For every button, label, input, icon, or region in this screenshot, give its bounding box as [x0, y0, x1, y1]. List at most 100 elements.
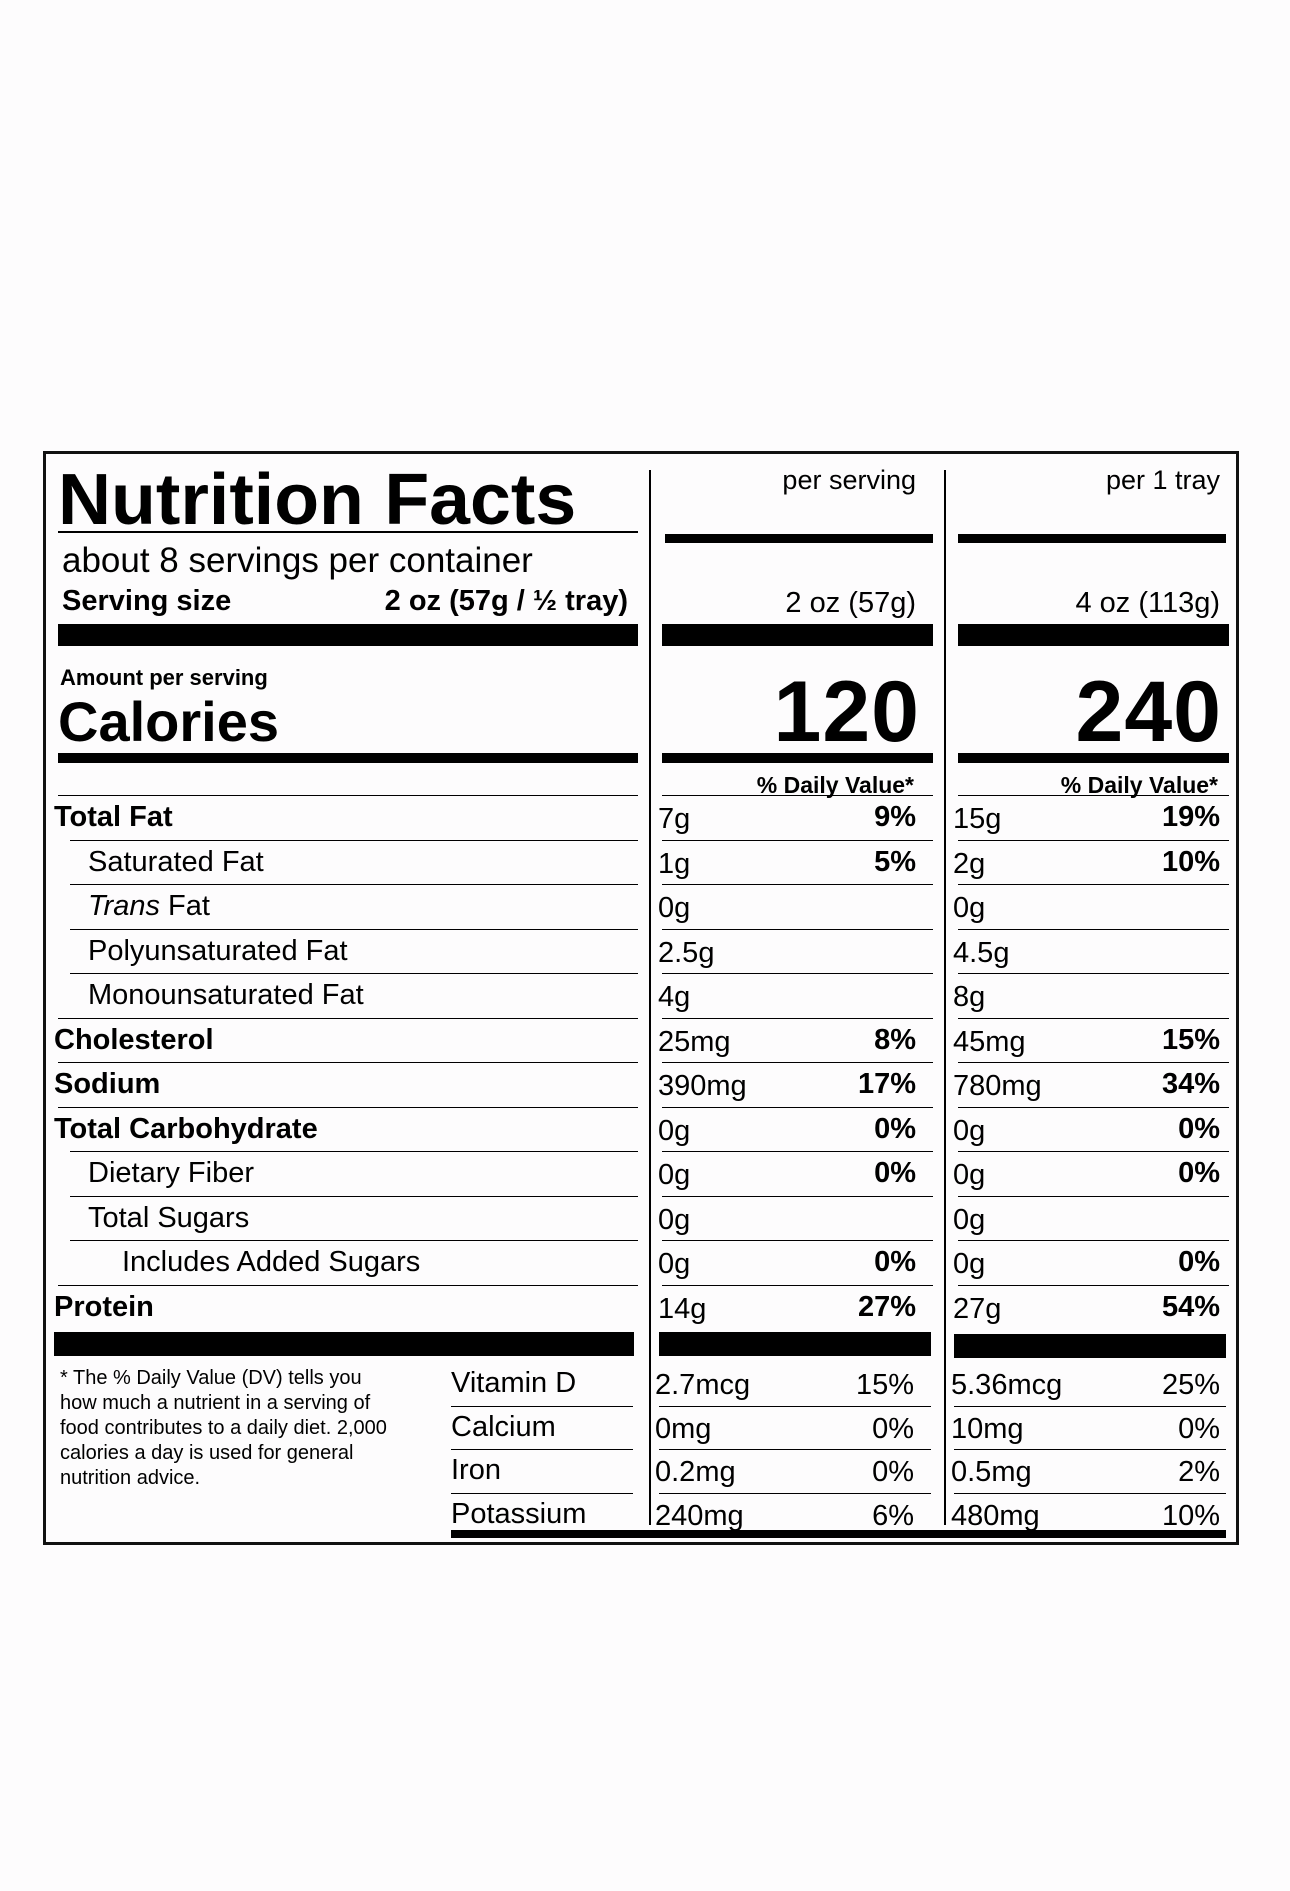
- calories-bar-2: [662, 753, 933, 763]
- row-rule-serving: [662, 1106, 933, 1108]
- nutrient-name: Trans Fat: [88, 890, 210, 922]
- vitamin-rule-serving: [659, 1405, 931, 1407]
- row-rule: [58, 1106, 638, 1108]
- serving-size-per-serving: 2 oz (57g): [785, 587, 916, 619]
- row-rule-tray: [958, 795, 1229, 796]
- row-rule-tray: [958, 884, 1229, 885]
- serving-size-per-tray: 4 oz (113g): [1075, 587, 1220, 619]
- tray-daily-value: 10%: [1161, 845, 1220, 878]
- row-rule-serving: [662, 884, 933, 885]
- serving-daily-value: 9%: [874, 801, 916, 833]
- calories-bar-3: [958, 753, 1229, 763]
- serving-amount: 2.5g: [658, 936, 715, 969]
- row-rule-tray: [958, 973, 1229, 974]
- nutrient-name: Protein: [54, 1290, 154, 1323]
- vitamin-tray-amount: 5.36mcg: [951, 1369, 1063, 1401]
- row-rule-serving: [662, 1240, 933, 1241]
- vitamin-rule: [451, 1449, 633, 1450]
- serving-daily-value: 0%: [874, 1112, 916, 1145]
- calories-bar-1: [58, 753, 638, 763]
- serving-daily-value: 17%: [857, 1068, 916, 1100]
- serving-size-value: 2 oz (57g / ½ tray): [384, 585, 628, 617]
- vitamin-serving-daily-value: 0%: [872, 1412, 914, 1445]
- row-rule: [58, 1284, 638, 1286]
- serving-amount: 390mg: [658, 1070, 747, 1102]
- serving-daily-value: 0%: [874, 1246, 916, 1278]
- serving-thick-bar-3: [958, 624, 1229, 646]
- title-rule: [58, 531, 638, 533]
- vitamin-serving-amount: 0mg: [655, 1412, 712, 1445]
- serving-amount: 14g: [658, 1292, 707, 1325]
- serving-amount: 0g: [658, 1248, 691, 1280]
- tray-amount: 4.5g: [953, 936, 1010, 969]
- tray-amount: 780mg: [953, 1070, 1042, 1102]
- vitamin-serving-amount: 2.7mcg: [655, 1369, 751, 1401]
- tray-amount: 0g: [953, 1203, 986, 1236]
- vitamin-serving-amount: 0.2mg: [655, 1456, 736, 1488]
- tray-daily-value: 0%: [1178, 1246, 1220, 1278]
- tray-daily-value: 0%: [1178, 1112, 1220, 1145]
- nutrition-facts-label: Nutrition Facts per serving per 1 tray a…: [43, 451, 1239, 1545]
- vitamin-name: Calcium: [451, 1410, 556, 1443]
- serving-daily-value: 8%: [874, 1023, 916, 1056]
- vitamin-serving-daily-value: 15%: [855, 1369, 914, 1401]
- row-rule: [70, 839, 638, 841]
- row-rule-serving: [662, 1195, 933, 1197]
- vitamin-serving-amount: 240mg: [655, 1499, 744, 1532]
- tray-amount: 45mg: [953, 1025, 1026, 1058]
- serving-amount: 1g: [658, 847, 691, 880]
- row-rule: [70, 1151, 638, 1152]
- row-rule-serving: [662, 973, 933, 974]
- serving-amount: 0g: [658, 1203, 691, 1236]
- row-rule-tray: [958, 1017, 1229, 1019]
- tray-col-top-bar: [958, 534, 1226, 543]
- col-header-per-tray: per 1 tray: [1105, 465, 1220, 495]
- row-rule-tray: [958, 1062, 1229, 1063]
- row-rule-tray: [958, 1106, 1229, 1108]
- serving-amount: 0g: [658, 892, 691, 924]
- dv-header-serving: % Daily Value*: [756, 772, 914, 798]
- column-divider-1: [649, 470, 651, 1525]
- vitamin-serving-daily-value: 6%: [872, 1499, 914, 1532]
- nutrient-name: Total Fat: [54, 801, 173, 833]
- serving-thick-bar-2: [662, 624, 933, 646]
- servings-per-container: about 8 servings per container: [62, 541, 533, 580]
- tray-amount: 0g: [953, 1114, 986, 1147]
- vitamin-rule: [451, 1492, 633, 1494]
- nutrient-name: Total Carbohydrate: [54, 1112, 318, 1145]
- row-rule-serving: [662, 795, 933, 796]
- vitamin-rule-tray: [954, 1405, 1226, 1407]
- nutrient-name: Sodium: [54, 1068, 161, 1100]
- nutrient-name: Saturated Fat: [88, 845, 264, 878]
- serving-daily-value: 5%: [874, 845, 916, 878]
- nutrient-name: Monounsaturated Fat: [88, 979, 364, 1011]
- row-rule-tray: [958, 1240, 1229, 1241]
- row-rule: [70, 973, 638, 974]
- calories-per-tray: 240: [1075, 664, 1222, 760]
- serving-amount: 4g: [658, 981, 691, 1013]
- nutrient-name: Cholesterol: [54, 1023, 214, 1056]
- serving-thick-bar-1: [58, 624, 638, 646]
- vitamin-tray-amount: 480mg: [951, 1499, 1040, 1532]
- vitamin-name: Iron: [451, 1454, 501, 1486]
- nutrient-name: Dietary Fiber: [88, 1157, 254, 1189]
- row-rule: [70, 1195, 638, 1197]
- row-rule: [70, 928, 638, 930]
- vitamin-rule-tray: [954, 1492, 1226, 1494]
- vitamin-tray-daily-value: 10%: [1161, 1499, 1220, 1532]
- row-rule-tray: [958, 839, 1229, 841]
- row-rule: [70, 884, 638, 885]
- row-rule-serving: [662, 1151, 933, 1152]
- calories-per-serving: 120: [773, 664, 920, 760]
- tray-amount: 8g: [953, 981, 986, 1013]
- vitamin-name: Vitamin D: [451, 1367, 577, 1399]
- vitamin-name: Potassium: [451, 1497, 587, 1530]
- row-rule: [58, 1017, 638, 1019]
- column-divider-2: [944, 470, 946, 1525]
- serving-size-label: Serving size: [62, 585, 232, 617]
- vitamin-tray-daily-value: 25%: [1161, 1369, 1220, 1401]
- col-header-per-serving: per serving: [782, 465, 916, 495]
- row-rule: [58, 795, 638, 796]
- dv-header-tray: % Daily Value*: [1060, 772, 1218, 798]
- vitamin-rule-serving: [659, 1492, 931, 1494]
